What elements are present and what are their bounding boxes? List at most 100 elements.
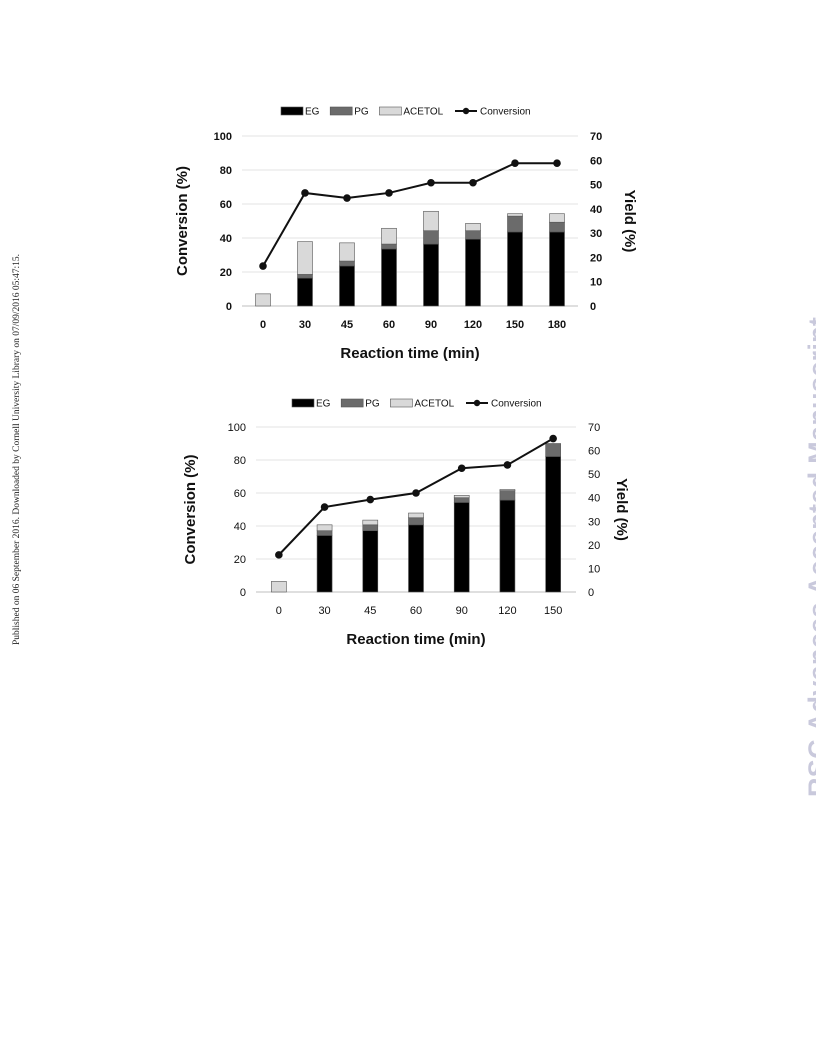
x-tick-label: 45 bbox=[341, 319, 353, 331]
y-tick-label: 80 bbox=[220, 165, 232, 177]
chart-2-group: 0 20 40 60 80 100 0 10 20 30 40 50 60 70 0 30 45 60 90 120 1… bbox=[182, 399, 630, 649]
bar-pg bbox=[507, 215, 523, 233]
y-tick-label: 40 bbox=[220, 233, 232, 245]
bar-pg bbox=[339, 260, 355, 267]
y-tick-label: 20 bbox=[234, 554, 246, 566]
y2-tick-label: 40 bbox=[588, 493, 600, 505]
y-tick-label: 80 bbox=[234, 455, 246, 467]
x-tick-label: 150 bbox=[506, 319, 524, 331]
y-tick-label: 100 bbox=[214, 131, 232, 143]
bar-eg bbox=[453, 502, 470, 593]
conversion-point bbox=[275, 551, 283, 559]
y-tick-label: 60 bbox=[234, 488, 246, 500]
legend-label: EG bbox=[316, 399, 331, 410]
conversion-point bbox=[301, 189, 309, 197]
x-tick-label: 30 bbox=[318, 605, 330, 617]
conversion-point bbox=[469, 178, 477, 187]
conversion-line bbox=[262, 162, 557, 267]
bar-acetol bbox=[297, 241, 313, 275]
legend-swatch-eg bbox=[280, 106, 304, 116]
x-tick-label: 0 bbox=[276, 605, 282, 617]
y2-tick-label: 10 bbox=[590, 277, 602, 289]
y2-tick-label: 20 bbox=[590, 252, 602, 264]
bar-pg bbox=[453, 497, 470, 503]
x-tick-label: 90 bbox=[425, 319, 437, 331]
bar-acetol bbox=[549, 213, 565, 223]
legend-marker-conversion bbox=[473, 399, 481, 407]
y2-tick-label: 30 bbox=[590, 228, 602, 240]
legend-label: ACETOL bbox=[403, 107, 443, 118]
conversion-point bbox=[320, 503, 329, 511]
conversion-point bbox=[511, 159, 519, 167]
conversion-point bbox=[427, 178, 435, 187]
bar-eg bbox=[465, 238, 481, 307]
legend: EG PG ACETOL Conversion bbox=[291, 398, 542, 410]
y-tick-label: 100 bbox=[228, 422, 246, 434]
bar-acetol bbox=[465, 223, 481, 232]
x-tick-label: 60 bbox=[383, 319, 395, 331]
legend-swatch-pg bbox=[340, 398, 364, 408]
bar-eg bbox=[549, 231, 565, 307]
bar-acetol bbox=[408, 512, 424, 519]
bar-eg bbox=[507, 231, 523, 307]
x-tick-label: 180 bbox=[548, 319, 566, 331]
x-tick-label: 150 bbox=[544, 605, 562, 617]
bar-pg bbox=[408, 517, 424, 526]
y2-tick-label: 60 bbox=[590, 155, 602, 167]
bar-pg bbox=[545, 443, 561, 457]
legend-label: PG bbox=[365, 399, 380, 410]
legend-marker-conversion bbox=[462, 107, 470, 115]
x-tick-label: 45 bbox=[364, 605, 376, 617]
y2-tick-label: 60 bbox=[588, 446, 600, 458]
conversion-point bbox=[412, 489, 420, 497]
bar-pg bbox=[316, 530, 333, 536]
y2-tick-label: 70 bbox=[590, 131, 602, 143]
x-tick-label: 120 bbox=[498, 605, 516, 617]
y2-tick-label: 70 bbox=[588, 422, 600, 434]
y2-tick-label: 0 bbox=[590, 301, 596, 313]
bar-acetol bbox=[507, 213, 523, 217]
bar-acetol bbox=[255, 293, 271, 307]
bar-eg bbox=[316, 535, 333, 593]
legend-swatch-acetol bbox=[379, 106, 402, 116]
legend-swatch-acetol bbox=[390, 398, 413, 408]
bar-eg bbox=[545, 456, 561, 593]
bar-eg bbox=[499, 499, 516, 593]
bar-pg bbox=[423, 230, 439, 245]
y2-tick-label: 30 bbox=[588, 516, 600, 528]
bar-acetol bbox=[362, 519, 379, 526]
conversion-point bbox=[503, 461, 512, 469]
conversion-point bbox=[553, 159, 561, 167]
conversion-point bbox=[343, 194, 351, 202]
bar-eg bbox=[381, 248, 397, 307]
y-tick-label: 60 bbox=[220, 199, 232, 211]
y-tick-label: 0 bbox=[240, 587, 246, 599]
y-tick-label: 20 bbox=[220, 267, 232, 279]
x-tick-label: 90 bbox=[456, 605, 468, 617]
y-tick-label: 0 bbox=[226, 301, 232, 313]
bar-eg bbox=[408, 524, 424, 593]
bar-pg bbox=[381, 243, 397, 250]
x-axis-title: Reaction time (min) bbox=[340, 345, 479, 362]
legend-swatch-eg bbox=[291, 398, 315, 408]
bar-pg bbox=[499, 490, 516, 501]
legend-label: PG bbox=[354, 107, 369, 118]
bar-pg bbox=[549, 221, 565, 233]
conversion-point bbox=[385, 189, 393, 197]
bar-acetol bbox=[381, 227, 397, 245]
bar-acetol bbox=[271, 581, 287, 593]
y2-tick-label: 0 bbox=[588, 587, 594, 599]
bar-eg bbox=[297, 277, 313, 307]
y2-tick-label: 40 bbox=[590, 204, 602, 216]
legend: EG PG ACETOL Conversion bbox=[280, 106, 531, 118]
bar-pg bbox=[465, 230, 481, 240]
bar-acetol bbox=[499, 489, 516, 491]
x-tick-label: 120 bbox=[464, 319, 482, 331]
legend-swatch-pg bbox=[329, 106, 353, 116]
y-axis-title: Conversion (%) bbox=[174, 166, 191, 276]
bar-pg bbox=[362, 524, 379, 532]
y2-tick-label: 50 bbox=[590, 180, 602, 192]
legend-label: Conversion bbox=[480, 107, 531, 118]
conversion-point bbox=[259, 262, 267, 270]
